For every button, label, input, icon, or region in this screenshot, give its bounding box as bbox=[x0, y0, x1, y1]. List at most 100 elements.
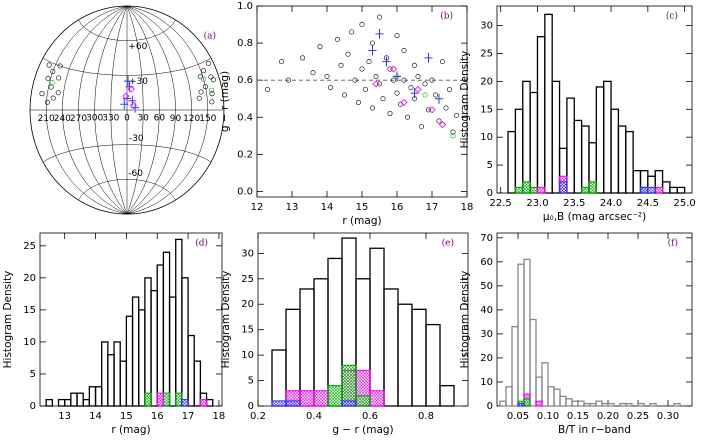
y-tick-label: 30 bbox=[241, 248, 254, 259]
histogram-bar bbox=[299, 288, 315, 407]
circle-point bbox=[208, 74, 214, 80]
plus-point bbox=[375, 28, 384, 39]
circle-point bbox=[39, 91, 45, 97]
y-tick-label: 20 bbox=[480, 353, 493, 364]
histogram-bar bbox=[162, 392, 171, 407]
y-tick-label: 0 bbox=[30, 401, 36, 412]
histogram-bar bbox=[571, 400, 579, 407]
circle-point bbox=[394, 90, 400, 96]
x-tick-label: 0.2 bbox=[250, 411, 266, 422]
histogram-bar bbox=[632, 170, 642, 194]
histogram-bar bbox=[553, 388, 561, 407]
circle-point bbox=[436, 118, 442, 124]
histogram-bar bbox=[647, 186, 656, 194]
histogram-bar bbox=[625, 402, 633, 407]
histogram-bar bbox=[566, 97, 575, 194]
histogram-bar bbox=[355, 395, 371, 407]
circle-point bbox=[418, 124, 424, 130]
latitude-label: -60 bbox=[128, 169, 143, 179]
circle-point bbox=[56, 75, 62, 81]
x-tick-label: 13 bbox=[58, 411, 71, 422]
circle-point bbox=[443, 105, 449, 111]
y-tick-label: 0.8 bbox=[237, 38, 253, 49]
histogram-bar bbox=[601, 402, 609, 407]
circle-point bbox=[48, 84, 54, 90]
circle-point bbox=[415, 73, 421, 79]
histogram-bar bbox=[547, 386, 555, 407]
histogram-bar bbox=[536, 186, 546, 194]
histogram-bar bbox=[517, 403, 525, 407]
histogram-bar bbox=[327, 257, 343, 407]
y-tick-label: 5 bbox=[248, 376, 254, 387]
histogram-bar bbox=[45, 398, 53, 407]
histogram-bar bbox=[107, 354, 115, 407]
histogram-bar bbox=[144, 277, 152, 407]
plot-frame bbox=[496, 5, 693, 194]
y-tick-label: 30 bbox=[480, 329, 493, 340]
plus-point bbox=[368, 45, 377, 56]
y-tick-label: 15 bbox=[23, 305, 36, 316]
histogram-bar bbox=[138, 309, 146, 407]
x-axis-label: g − r (mag) bbox=[332, 424, 393, 436]
circle-point bbox=[348, 29, 354, 35]
x-tick-label: 12 bbox=[251, 202, 264, 213]
histogram-bar bbox=[544, 13, 553, 194]
histogram-bar bbox=[669, 186, 678, 194]
longitude-label: 0 bbox=[124, 114, 130, 124]
circle-point bbox=[57, 63, 63, 69]
circle-point bbox=[376, 81, 382, 87]
y-axis-label: Histogram Density bbox=[459, 51, 471, 149]
histogram-bar bbox=[573, 119, 583, 194]
histogram-bar bbox=[529, 318, 537, 407]
circle-point bbox=[198, 89, 204, 95]
circle-point bbox=[446, 86, 452, 92]
circle-point bbox=[341, 92, 347, 98]
histogram-bar bbox=[439, 384, 455, 407]
circle-point bbox=[299, 55, 305, 61]
latitude-label: +30 bbox=[129, 77, 148, 87]
histogram-bar bbox=[187, 334, 195, 407]
circle-point bbox=[369, 105, 375, 111]
x-axis-label: μ₀,B (mag arcsec⁻²) bbox=[543, 211, 646, 223]
histogram-bar bbox=[369, 247, 385, 407]
histogram-bar bbox=[383, 288, 399, 407]
histogram-bar bbox=[595, 86, 605, 194]
x-tick-label: 0.10 bbox=[537, 411, 559, 422]
parallel bbox=[78, 19, 176, 41]
y-tick-label: 25 bbox=[241, 274, 254, 285]
histogram-bar bbox=[661, 181, 671, 194]
circle-point bbox=[425, 107, 431, 113]
plus-point bbox=[382, 56, 391, 67]
circle-point bbox=[317, 44, 323, 50]
histogram-bar bbox=[162, 251, 171, 407]
histogram-bar bbox=[341, 400, 357, 407]
x-tick-label: 23.0 bbox=[526, 198, 548, 209]
x-tick-label: 17 bbox=[426, 202, 439, 213]
x-tick-label: 13 bbox=[286, 202, 299, 213]
circle-point bbox=[404, 114, 410, 120]
y-tick-label: 5 bbox=[30, 369, 36, 380]
histogram-bar bbox=[588, 181, 597, 194]
x-tick-label: 18 bbox=[213, 411, 226, 422]
parallel bbox=[42, 57, 212, 76]
circle-point bbox=[285, 77, 291, 83]
diamond-point bbox=[414, 85, 422, 94]
histogram-bar bbox=[156, 392, 164, 407]
circle-point bbox=[373, 73, 379, 79]
circle-point bbox=[450, 133, 456, 139]
y-axis-label: Histogram Density bbox=[459, 271, 471, 369]
panel-label: (d) bbox=[195, 238, 208, 249]
circle-point bbox=[55, 90, 61, 96]
y-tick-label: 0.0 bbox=[237, 186, 253, 197]
x-axis-label: r (mag) bbox=[342, 215, 381, 227]
y-tick-label: 30 bbox=[480, 21, 493, 32]
histogram-bar bbox=[541, 362, 549, 407]
x-tick-label: 0.30 bbox=[657, 411, 679, 422]
circle-point bbox=[401, 77, 407, 83]
circle-point bbox=[196, 95, 202, 101]
y-tick-label: 1.0 bbox=[237, 1, 253, 12]
histogram-bar bbox=[514, 186, 524, 194]
histogram-bar bbox=[654, 186, 664, 194]
circle-point bbox=[45, 75, 51, 81]
circle-point bbox=[387, 111, 393, 117]
